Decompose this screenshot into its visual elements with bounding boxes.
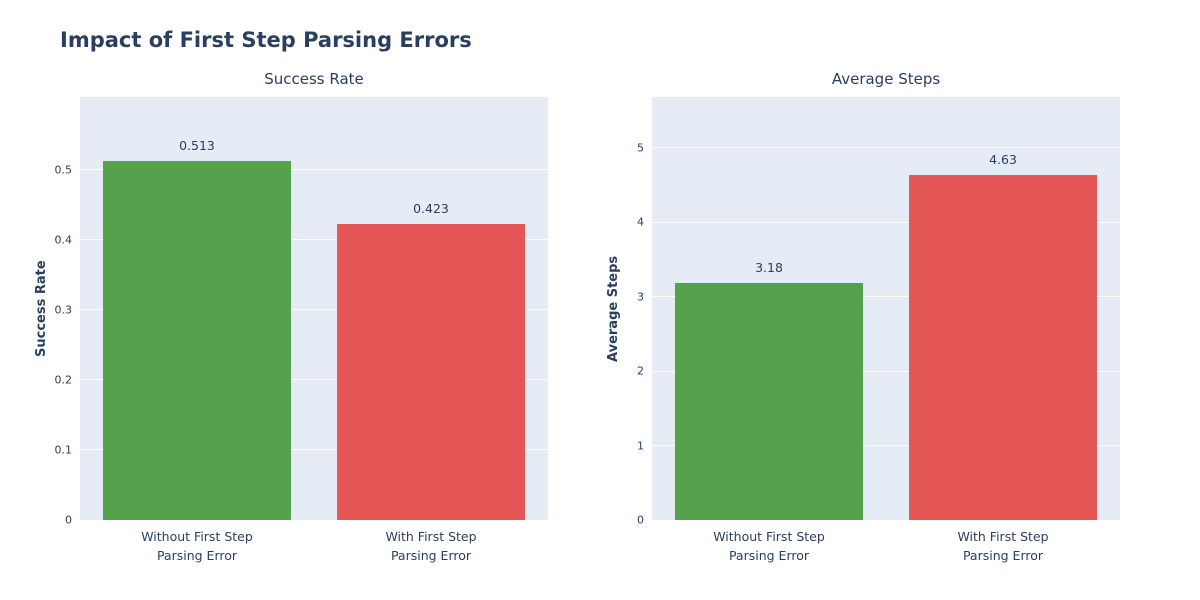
y-tick-label: 0.1 xyxy=(54,443,73,457)
gridline xyxy=(80,169,548,171)
plot-area: 0 0.1 0.2 0.3 0.4 0.5 0.513 Without First Step … xyxy=(55,97,548,563)
y-tick-label: 5 xyxy=(637,141,644,155)
gridline xyxy=(652,296,1120,298)
y-tick-label: 1 xyxy=(637,439,644,453)
subplot-average-steps: Average Steps Average Steps 0 1 2 3 4 5 3.18 Wi… xyxy=(606,70,1120,563)
y-axis-title: Average Steps xyxy=(606,255,621,362)
y-tick-label: 0.4 xyxy=(54,233,73,247)
subplot-title: Success Rate xyxy=(264,70,364,88)
gridline xyxy=(80,379,548,381)
subplot-title: Average Steps xyxy=(831,70,941,88)
x-tick-label: With First Step Parsing Error xyxy=(957,529,1049,564)
bar-value-label: 4.63 xyxy=(989,152,1017,168)
bar-value-label: 3.18 xyxy=(755,260,783,276)
bar-value-label: 0.513 xyxy=(179,137,215,153)
plot-area: 0 1 2 3 4 5 3.18 Without First Step Parsing Err… xyxy=(637,97,1120,563)
bar-without-error xyxy=(103,160,291,520)
gridline xyxy=(80,309,548,311)
bar-value-label: 0.423 xyxy=(413,200,449,216)
x-tick-label: Without First Step Parsing Error xyxy=(713,529,825,564)
gridline xyxy=(80,449,548,451)
gridline xyxy=(652,445,1120,447)
y-tick-label: 0 xyxy=(65,513,72,527)
bar-without-error xyxy=(675,283,863,520)
y-tick-label: 0.3 xyxy=(54,303,73,317)
figure-title: Impact of First Step Parsing Errors xyxy=(60,28,472,52)
x-tick-label: With First Step Parsing Error xyxy=(385,529,477,564)
x-tick-label: Without First Step Parsing Error xyxy=(141,529,253,564)
gridline xyxy=(80,239,548,241)
y-tick-label: 2 xyxy=(637,364,644,378)
gridline xyxy=(652,147,1120,149)
y-tick-label: 4 xyxy=(637,215,644,229)
y-axis-title: Success Rate xyxy=(34,260,49,357)
y-tick-label: 0.5 xyxy=(54,163,73,177)
y-tick-label: 3 xyxy=(637,290,644,304)
subplot-success-rate: Success Rate Success Rate 0 0.1 0.2 0.3 0.4 0… xyxy=(34,70,548,563)
bar-with-error xyxy=(337,223,525,520)
bar-with-error xyxy=(909,175,1097,520)
y-tick-label: 0.2 xyxy=(54,373,73,387)
gridline xyxy=(652,221,1120,223)
y-tick-label: 0 xyxy=(637,513,644,527)
gridline xyxy=(652,370,1120,372)
